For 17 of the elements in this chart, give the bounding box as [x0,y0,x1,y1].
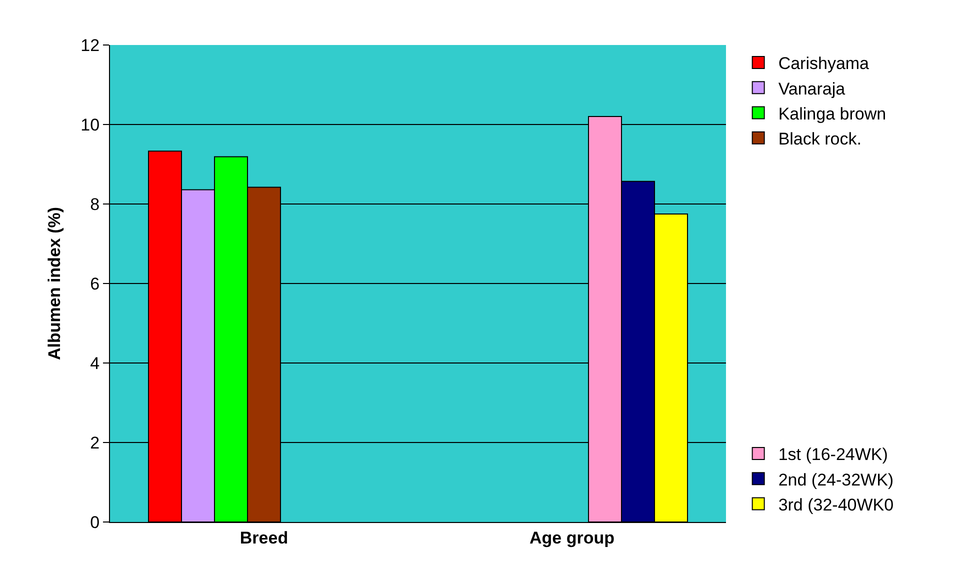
x-tick-label: Age group [530,528,614,548]
legend-label: Vanaraja [778,79,846,98]
y-tick-label: 8 [90,194,100,214]
y-tick-label: 4 [90,354,100,373]
legend-label: Kalinga brown [778,104,886,124]
legend-label: Carishyama [778,54,870,74]
y-axis-title: Albumen index (%) [45,206,64,360]
legend-label: 1st (16-24WK) [778,445,888,464]
y-tick-label: 2 [90,433,100,452]
y-tick-label: 12 [80,36,100,55]
legend-label: 3rd (32-40WK0 [778,495,894,514]
x-tick-label: Breed [240,528,288,548]
y-tick-label: 10 [80,115,100,134]
legend-label: 2nd (24-32WK) [778,470,894,490]
y-tick-label: 0 [90,512,100,532]
legend-label: Black rock. [778,129,862,148]
y-tick-label: 6 [90,274,100,294]
